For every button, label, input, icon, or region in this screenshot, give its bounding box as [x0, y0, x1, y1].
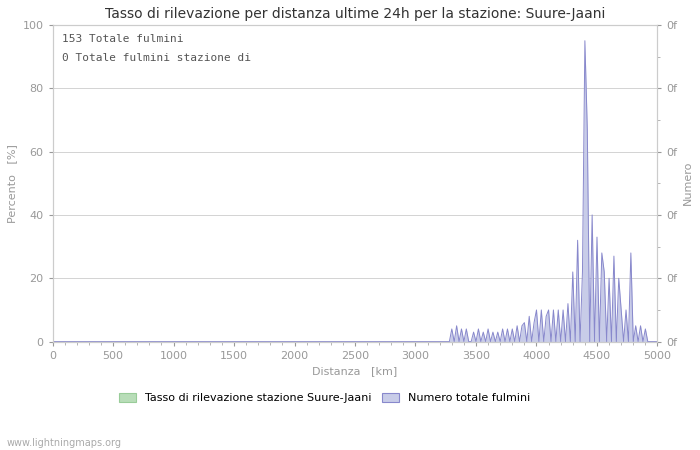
Y-axis label: Numero: Numero	[683, 161, 693, 206]
Title: Tasso di rilevazione per distanza ultime 24h per la stazione: Suure-Jaani: Tasso di rilevazione per distanza ultime…	[105, 7, 606, 21]
Legend: Tasso di rilevazione stazione Suure-Jaani, Numero totale fulmini: Tasso di rilevazione stazione Suure-Jaan…	[115, 388, 535, 408]
Text: 153 Totale fulmini: 153 Totale fulmini	[62, 34, 183, 45]
X-axis label: Distanza   [km]: Distanza [km]	[312, 366, 398, 376]
Text: 0 Totale fulmini stazione di: 0 Totale fulmini stazione di	[62, 54, 251, 63]
Text: www.lightningmaps.org: www.lightningmaps.org	[7, 438, 122, 448]
Y-axis label: Percento   [%]: Percento [%]	[7, 144, 17, 223]
